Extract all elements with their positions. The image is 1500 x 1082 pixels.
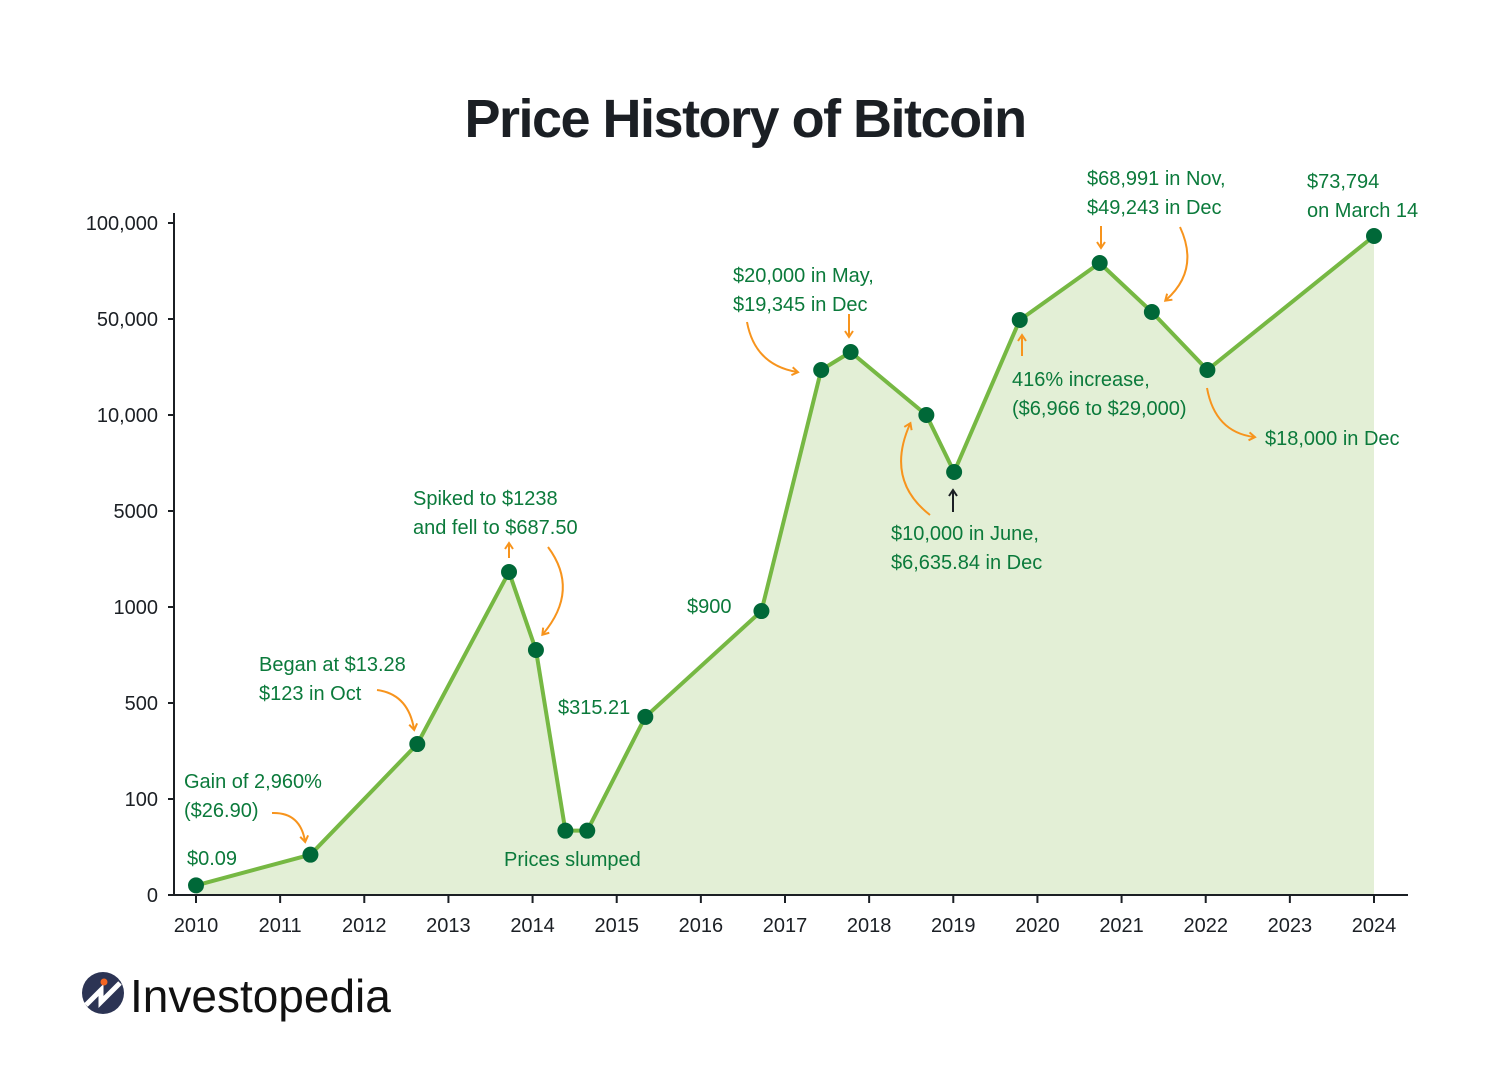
data-point: [1143, 303, 1160, 320]
area-fill: [196, 236, 1374, 896]
x-tick-label: 2012: [342, 915, 387, 937]
axis-ticks: 0 100 500 1000 5000 10,000 50,000 100,000 2010 20…: [86, 213, 1397, 937]
arrow-icon: [746, 321, 800, 377]
annotation-9: 416% increase, ($6,966 to $29,000): [1012, 369, 1187, 420]
data-point: [813, 362, 830, 378]
data-point: [302, 846, 319, 863]
y-tick-label: 10,000: [97, 405, 158, 427]
data-point: [753, 603, 770, 620]
arrow-icon: [376, 689, 419, 732]
annotation-5: $315.21: [558, 697, 630, 719]
arrow-icon: [900, 421, 931, 516]
x-tick-label: 2024: [1352, 915, 1397, 937]
annotation-4: Prices slumped: [504, 849, 641, 871]
x-tick-label: 2022: [1183, 915, 1228, 937]
data-point: [188, 877, 204, 894]
plot-area: [196, 236, 1374, 896]
annotation-10: $68,991 in Nov, $49,243 in Dec: [1087, 168, 1226, 219]
x-tick-label: 2015: [594, 915, 639, 937]
x-tick-label: 2011: [259, 915, 302, 937]
data-point: [501, 564, 518, 581]
data-point: [637, 708, 654, 725]
arrow-icon: [1163, 226, 1189, 302]
arrow-icon: [1206, 387, 1257, 442]
price-line: [195, 234, 1376, 888]
annotation-7: $20,000 in May, $19,345 in Dec: [733, 265, 874, 316]
investopedia-logo: Investopedia: [82, 970, 391, 1022]
x-tick-label: 2019: [931, 915, 976, 937]
y-tick-label: 100: [125, 789, 158, 811]
x-tick-label: 2018: [847, 915, 892, 937]
annotation-8: $10,000 in June, $6,635.84 in Dec: [891, 523, 1042, 574]
logo-text: Investopedia: [130, 970, 391, 1022]
data-point: [1011, 311, 1028, 328]
annotation-3: Spiked to $1238 and fell to $687.50: [413, 488, 578, 539]
annotation-2: Began at $13.28 $123 in Oct: [259, 654, 406, 705]
y-tick-label: 100,000: [86, 213, 158, 235]
annotation-11: $73,794 on March 14: [1307, 171, 1418, 222]
y-tick-label: 50,000: [97, 309, 158, 331]
x-tick-label: 2021: [1099, 915, 1144, 937]
x-tick-label: 2020: [1015, 915, 1060, 937]
data-point: [1366, 228, 1382, 245]
arrow-icon: [541, 546, 564, 637]
data-point: [1091, 254, 1108, 271]
x-tick-label: 2013: [426, 915, 471, 937]
arrow-icon: [271, 811, 310, 844]
data-point: [527, 642, 544, 659]
annotation-0: $0.09: [187, 848, 237, 870]
investopedia-i-icon: [82, 972, 124, 1014]
annotations: $0.09 Gain of 2,960% ($26.90) Began at $1…: [184, 168, 1418, 871]
data-point: [579, 822, 596, 839]
y-tick-label: 1000: [114, 597, 159, 619]
y-tick-label: 0: [147, 885, 158, 907]
annotation-6: $900: [687, 596, 732, 618]
x-tick-label: 2016: [679, 915, 724, 937]
x-tick-label: 2023: [1268, 915, 1313, 937]
x-tick-label: 2010: [174, 915, 219, 937]
data-point: [1199, 362, 1216, 378]
x-tick-label: 2014: [510, 915, 555, 937]
data-point: [842, 344, 859, 360]
chart-title: Price History of Bitcoin: [464, 89, 1025, 149]
annotation-arrows: [271, 226, 1257, 844]
data-marks: [188, 228, 1382, 894]
y-tick-label: 500: [125, 693, 158, 715]
x-tick-label: 2017: [763, 915, 808, 937]
annotation-1: Gain of 2,960% ($26.90): [184, 771, 322, 822]
y-tick-label: 5000: [114, 501, 159, 523]
data-point: [918, 407, 935, 423]
data-point: [409, 736, 426, 753]
data-point: [557, 822, 574, 839]
data-point: [946, 464, 963, 481]
annotation-12: $18,000 in Dec: [1265, 428, 1400, 450]
